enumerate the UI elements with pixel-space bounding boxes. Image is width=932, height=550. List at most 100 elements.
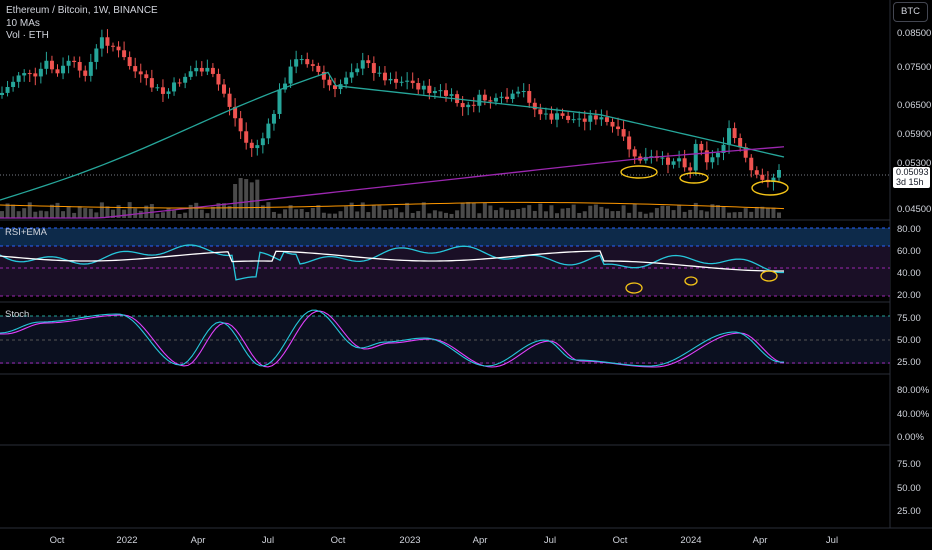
candle-body — [727, 128, 732, 145]
volume-bar — [416, 211, 421, 218]
volume-bar — [355, 211, 360, 218]
volume-bar — [604, 208, 609, 218]
volume-bar — [55, 202, 60, 218]
volume-bar — [388, 209, 393, 218]
volume-bar — [521, 207, 526, 218]
volume-bar — [72, 212, 77, 218]
volume-bar — [632, 203, 637, 218]
volume-bar — [172, 210, 177, 218]
candle-body — [72, 60, 77, 63]
rsi-tick: 40.00 — [897, 268, 921, 279]
candle-body — [288, 66, 293, 84]
volume-bar — [11, 204, 16, 218]
price-tick: 0.05300 — [897, 158, 932, 169]
pane4-tick: 75.00 — [897, 459, 921, 470]
candle-body — [349, 72, 354, 78]
time-tick: Apr — [472, 535, 488, 546]
candle-body — [555, 113, 559, 120]
volume-bar — [527, 205, 532, 218]
volume-bar — [599, 206, 604, 218]
candle-body — [55, 69, 60, 74]
volume-bar — [216, 203, 221, 218]
volume-bar — [394, 207, 399, 218]
candle-body — [577, 118, 582, 120]
volume-bar — [499, 207, 504, 218]
volume-bar — [183, 212, 188, 218]
candle-body — [238, 118, 243, 132]
volume-bar — [715, 204, 720, 218]
volume-bar — [22, 208, 27, 218]
candle-body — [471, 104, 476, 106]
candle-body — [66, 60, 71, 66]
ma-teal-line — [0, 71, 785, 201]
candle-body — [438, 90, 443, 92]
candle-body — [743, 147, 748, 158]
stoch-pane-title[interactable]: Stoch — [5, 309, 30, 320]
candle-body — [427, 85, 432, 94]
volume-bar — [438, 211, 443, 218]
volume-bar — [754, 206, 759, 218]
volume-bar — [94, 212, 99, 218]
candle-body — [166, 91, 171, 94]
volume-bar — [654, 208, 659, 218]
candle-body — [188, 71, 193, 77]
candle-body — [405, 80, 410, 82]
candle-body — [432, 91, 437, 94]
volume-bar — [710, 204, 715, 218]
time-tick: Oct — [49, 535, 65, 546]
candle-body — [344, 77, 349, 85]
volume-bar — [38, 210, 43, 218]
volume-bar — [371, 205, 376, 218]
volume-bar — [305, 212, 310, 218]
mas-label[interactable]: 10 MAs — [6, 18, 40, 29]
symbol-title[interactable]: Ethereum / Bitcoin, 1W, BINANCE — [6, 5, 158, 16]
volume-bar — [382, 209, 387, 218]
candle-body — [715, 152, 720, 158]
candle-body — [410, 80, 415, 84]
volume-bar — [638, 211, 643, 218]
candle-body — [305, 59, 310, 65]
candle-body — [205, 67, 210, 72]
volume-bar — [477, 213, 482, 218]
volume-bar — [105, 206, 110, 218]
volume-bar — [405, 202, 410, 218]
candle-body — [677, 158, 682, 162]
volume-bar — [194, 202, 199, 218]
rsi-pane-title[interactable]: RSI+EMA — [5, 227, 47, 238]
volume-bar — [288, 205, 293, 218]
volume-bar — [471, 203, 476, 218]
candle-body — [210, 67, 215, 74]
volume-bar — [538, 203, 543, 218]
volume-bar — [16, 211, 21, 218]
volume-bar — [399, 212, 404, 218]
volume-bar — [777, 212, 781, 218]
volume-bar — [266, 202, 271, 218]
candle-body — [49, 60, 54, 70]
candle-body — [16, 75, 21, 82]
highlight-ellipse — [751, 180, 789, 196]
volume-bar — [488, 205, 493, 218]
currency-button[interactable]: BTC — [893, 2, 928, 22]
candle-body — [321, 71, 326, 80]
rsi-ema-line — [0, 250, 785, 272]
volume-bar — [577, 212, 582, 218]
candle-body — [149, 78, 154, 88]
volume-bar — [344, 206, 349, 218]
ma-orange-line — [0, 201, 785, 210]
volume-bar — [249, 182, 254, 218]
volume-bar — [593, 204, 598, 218]
volume-bar — [188, 204, 193, 218]
candle-body — [266, 123, 271, 139]
candle-body — [38, 68, 43, 77]
candle-body — [244, 131, 249, 143]
candle-body — [599, 117, 604, 120]
volume-bar — [83, 208, 88, 218]
volume-bar — [432, 210, 437, 218]
volume-bar — [61, 211, 66, 218]
volume-label[interactable]: Vol · ETH — [6, 30, 49, 41]
volume-bar — [283, 209, 288, 218]
volume-bar — [244, 179, 249, 218]
candle-body — [549, 113, 554, 120]
volume-bar — [138, 210, 143, 218]
